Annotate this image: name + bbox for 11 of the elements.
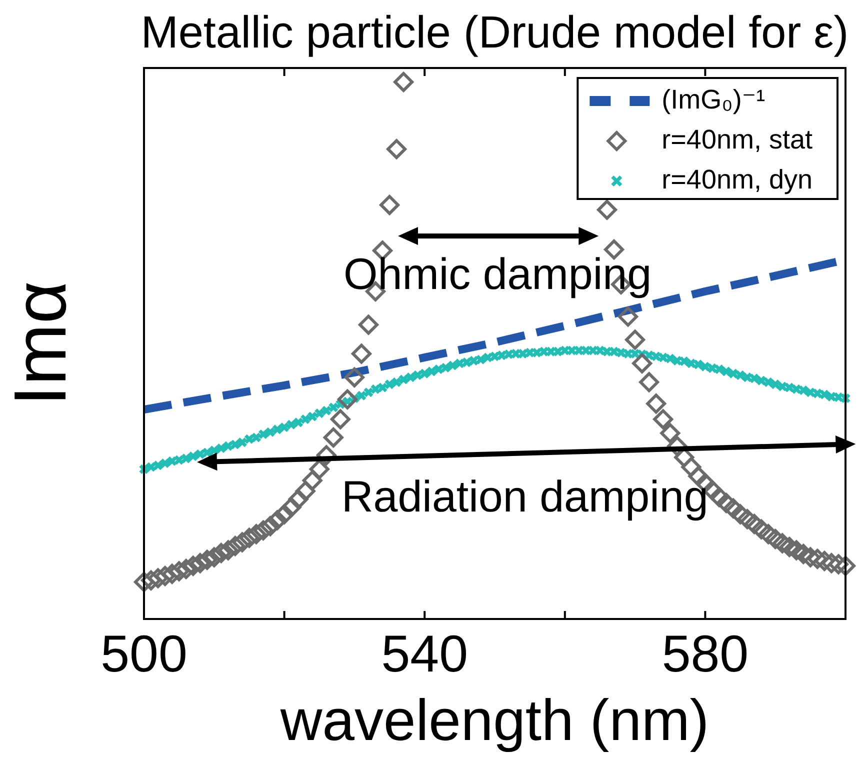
annotation: Ohmic damping (343, 250, 652, 299)
y-axis-title: Imα (0, 281, 82, 406)
x-tick-label: 580 (662, 625, 749, 684)
annotation: Radiation damping (341, 472, 708, 522)
legend-label: (ImG₀)⁻¹ (662, 84, 766, 114)
legend-label: r=40nm, dyn (662, 164, 813, 194)
x-tick-label: 500 (100, 625, 188, 684)
x-axis-title: wavelength (nm) (279, 688, 710, 753)
legend-label: r=40nm, stat (662, 124, 813, 154)
chart-title: Metallic particle (Drude model for ε) (140, 6, 849, 58)
x-tick-label: 540 (381, 625, 468, 684)
